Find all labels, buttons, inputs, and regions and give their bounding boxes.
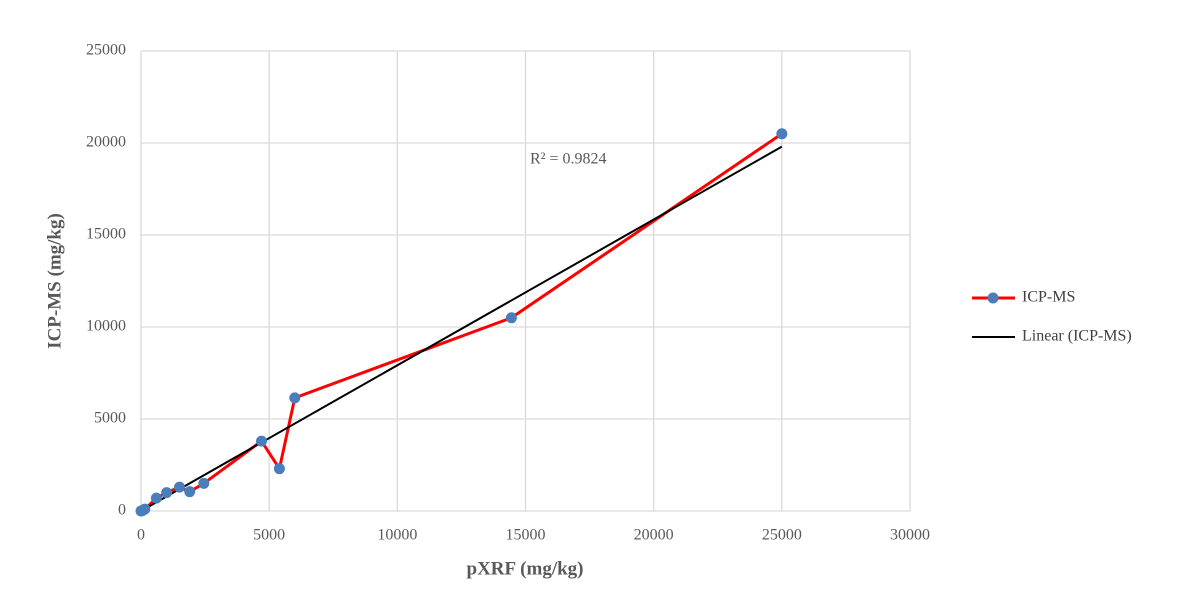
point [150, 492, 162, 504]
legend-marker [987, 292, 999, 304]
point [505, 312, 517, 324]
grid [140, 50, 911, 512]
x-tick-label: 30000 [890, 527, 930, 544]
x-tick-label: 0 [137, 527, 145, 544]
point [139, 503, 151, 515]
legend-label: ICP-MS [1022, 289, 1075, 306]
x-axis-title: pXRF (mg/kg) [467, 558, 584, 579]
x-tick-label: 5000 [253, 527, 285, 544]
annotation: R² = 0.9824 [530, 151, 607, 168]
point [161, 487, 173, 499]
y-tick-label: 10000 [86, 318, 126, 335]
series-line [140, 132, 783, 513]
point [273, 463, 285, 475]
y-tick-label: 5000 [94, 410, 126, 427]
y-tick-label: 25000 [86, 42, 126, 59]
legend: ICP-MS Linear (ICP-MS) [972, 289, 1132, 345]
y-tick-label: 15000 [86, 226, 126, 243]
point [198, 477, 210, 489]
legend-label: Linear (ICP-MS) [1022, 328, 1132, 345]
point [289, 392, 301, 404]
x-tick-label: 10000 [377, 527, 417, 544]
point [255, 435, 267, 447]
y-tick-label: 20000 [86, 134, 126, 151]
y-tick-label: 0 [118, 502, 126, 519]
y-axis-title: ICP-MS (mg/kg) [44, 213, 65, 349]
series-line [140, 145, 783, 512]
x-tick-label: 15000 [506, 527, 546, 544]
x-tick-label: 20000 [634, 527, 674, 544]
point [776, 128, 788, 140]
x-tick-label: 25000 [762, 527, 802, 544]
point [184, 486, 196, 498]
point [173, 481, 185, 493]
